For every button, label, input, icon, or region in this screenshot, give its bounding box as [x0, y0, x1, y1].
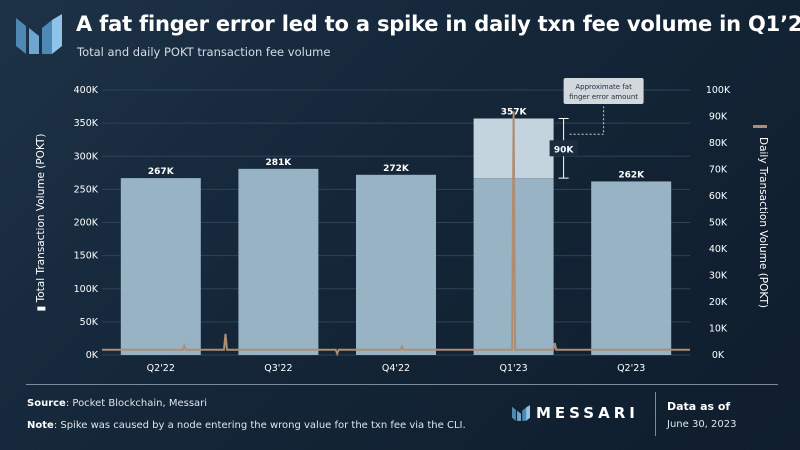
right-axis-tick-label: 40K	[709, 244, 728, 255]
page-title: A fat finger error led to a spike in dai…	[76, 12, 800, 36]
right-axis-tick-label: 0K	[712, 350, 725, 361]
left-axis-tick-label: 150K	[74, 251, 99, 262]
right-axis-tick-label: 90K	[709, 112, 728, 123]
bar	[120, 178, 201, 355]
note-label: Note	[27, 420, 54, 431]
brand-name: MESSARI	[536, 404, 639, 422]
x-tick-label: Q2'22	[147, 363, 175, 374]
date-label: Data as of	[667, 400, 731, 413]
footer-separator	[655, 392, 656, 436]
callout-leader	[569, 106, 605, 135]
bar-value-label: 267K	[148, 167, 175, 177]
right-axis-tick-label: 30K	[709, 271, 728, 282]
bar	[238, 168, 319, 355]
left-axis-tick-label: 50K	[80, 317, 99, 328]
footer-divider	[26, 384, 778, 385]
source-text: : Pocket Blockchain, Messari	[65, 398, 208, 409]
left-axis-tick-label: 400K	[74, 85, 99, 96]
date-value: June 30, 2023	[667, 419, 737, 430]
footer-brand: MESSARI	[512, 404, 639, 422]
chart: 267KQ2'22281KQ3'22272KQ4'22357KQ1'23262K…	[35, 78, 769, 374]
right-axis-tick-label: 80K	[709, 138, 728, 149]
bar	[356, 174, 436, 355]
source-note: Source: Pocket Blockchain, Messari	[27, 398, 207, 409]
x-tick-label: Q3'22	[264, 363, 292, 374]
page-subtitle: Total and daily POKT transaction fee vol…	[77, 45, 331, 59]
right-axis-tick-label: 10K	[709, 324, 728, 335]
highlight-label-bg	[549, 140, 578, 157]
x-tick-label: Q2'23	[617, 363, 645, 374]
left-axis-tick-label: 250K	[74, 184, 99, 195]
x-tick-label: Q1'23	[499, 363, 527, 374]
source-label: Source	[27, 398, 66, 409]
messari-logo-icon	[16, 14, 62, 54]
bar-value-label: 272K	[383, 164, 410, 174]
x-tick-label: Q4'22	[382, 363, 410, 374]
right-axis-tick-label: 50K	[709, 218, 728, 229]
bar-value-label: 281K	[266, 158, 293, 168]
right-axis-tick-label: 100K	[706, 85, 731, 96]
bar-value-label: 262K	[618, 170, 645, 180]
left-axis-tick-label: 300K	[74, 151, 99, 162]
left-axis-tick-label: 0K	[86, 350, 99, 361]
bar	[591, 181, 672, 355]
daily-volume-line	[102, 111, 690, 357]
right-axis-tick-label: 60K	[709, 191, 728, 202]
left-axis-tick-label: 350K	[74, 118, 99, 129]
right-axis-title: Daily Transaction Volume (POKT)	[757, 137, 769, 308]
right-axis-tick-label: 20K	[709, 297, 728, 308]
callout-text: Approximate fat	[575, 83, 632, 91]
left-axis-title: ▮ Total Transaction Volume (POKT)	[35, 133, 47, 311]
right-axis-legend-swatch	[753, 125, 767, 128]
messari-brand-icon	[512, 405, 530, 421]
left-axis-tick-label: 200K	[74, 218, 99, 229]
note-text: : Spike was caused by a node entering th…	[53, 420, 466, 431]
highlight-value-label: 90K	[554, 145, 575, 155]
callout-box	[563, 78, 644, 104]
note: Note: Spike was caused by a node enterin…	[27, 420, 466, 431]
callout-text: finger error amount	[569, 93, 638, 101]
right-axis-tick-label: 70K	[709, 165, 728, 176]
left-axis-tick-label: 100K	[74, 284, 99, 295]
